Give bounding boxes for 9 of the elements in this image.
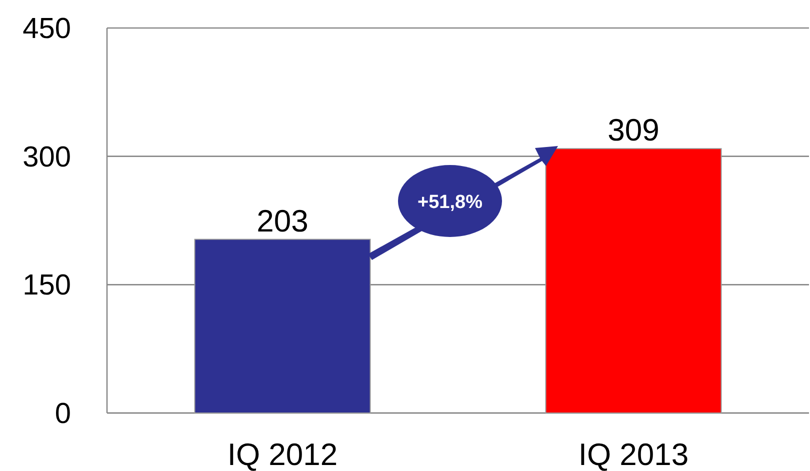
y-tick-label: 0 <box>54 398 71 430</box>
data-label: 203 <box>256 203 308 238</box>
data-label: 309 <box>608 112 660 148</box>
x-tick-label: IQ 2012 <box>227 437 338 471</box>
y-tick-label: 300 <box>22 141 71 174</box>
y-tick-label: 450 <box>22 13 71 45</box>
y-tick-label: 150 <box>22 270 71 302</box>
x-tick-label: IQ 2013 <box>578 437 689 471</box>
annotation: +51,8% <box>418 192 483 213</box>
